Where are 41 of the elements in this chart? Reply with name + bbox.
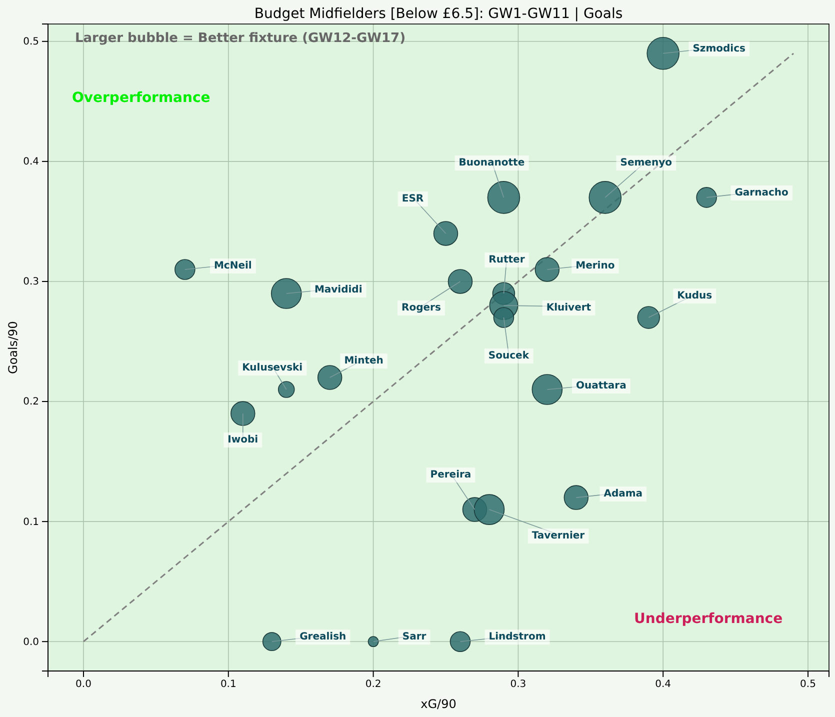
annotation: Tavernier [532,530,585,542]
annotation: Rutter [488,254,525,266]
y-tick-label: 0.4 [23,156,39,168]
annotation: Rogers [402,302,441,314]
x-tick-label: 0.2 [365,679,382,690]
y-tick-label: 0.5 [23,36,39,48]
x-tick-label: 0.1 [220,679,236,690]
annotation: Semenyo [620,157,672,168]
annotation: Soucek [488,350,530,362]
annotation: Lindstrom [488,632,546,643]
annotation: Larger bubble = Better fixture (GW12-GW17) [75,31,406,46]
annotation: Kulusevski [242,362,303,374]
annotation: Pereira [430,470,472,481]
annotation: Mavididi [314,284,362,296]
annotation: Szmodics [692,43,746,54]
annotation: Iwobi [228,434,258,446]
annotation: Minteh [344,356,384,367]
x-tick-label: 0.5 [800,679,816,690]
x-axis-title: xG/90 [420,697,456,711]
annotation: Ouattara [576,380,626,392]
annotation: Grealish [300,632,346,643]
annotation: Merino [576,260,615,272]
annotation: Adama [604,488,643,500]
y-tick-label: 0.3 [23,276,39,288]
annotation: Sarr [402,632,426,643]
annotation: Garnacho [734,187,789,198]
chart-title: Budget Midfielders [Below £6.5]: GW1-GW11 | Goals [254,6,623,22]
annotation: Kudus [677,290,712,302]
annotation: Overperformance [72,90,210,106]
annotation: Underperformance [634,611,783,627]
x-tick-label: 0.4 [655,679,672,690]
annotation: McNeil [214,260,252,272]
x-tick-label: 0.3 [510,679,526,690]
x-tick-label: 0.0 [76,679,92,690]
annotation: Buonanotte [458,157,525,168]
y-axis-title: Goals/90 [6,321,20,374]
y-tick-label: 0.1 [23,516,39,528]
annotation: ESR [402,193,424,204]
annotation: Kluivert [546,302,592,314]
y-tick-label: 0.2 [23,396,39,408]
y-tick-label: 0.0 [23,636,39,648]
